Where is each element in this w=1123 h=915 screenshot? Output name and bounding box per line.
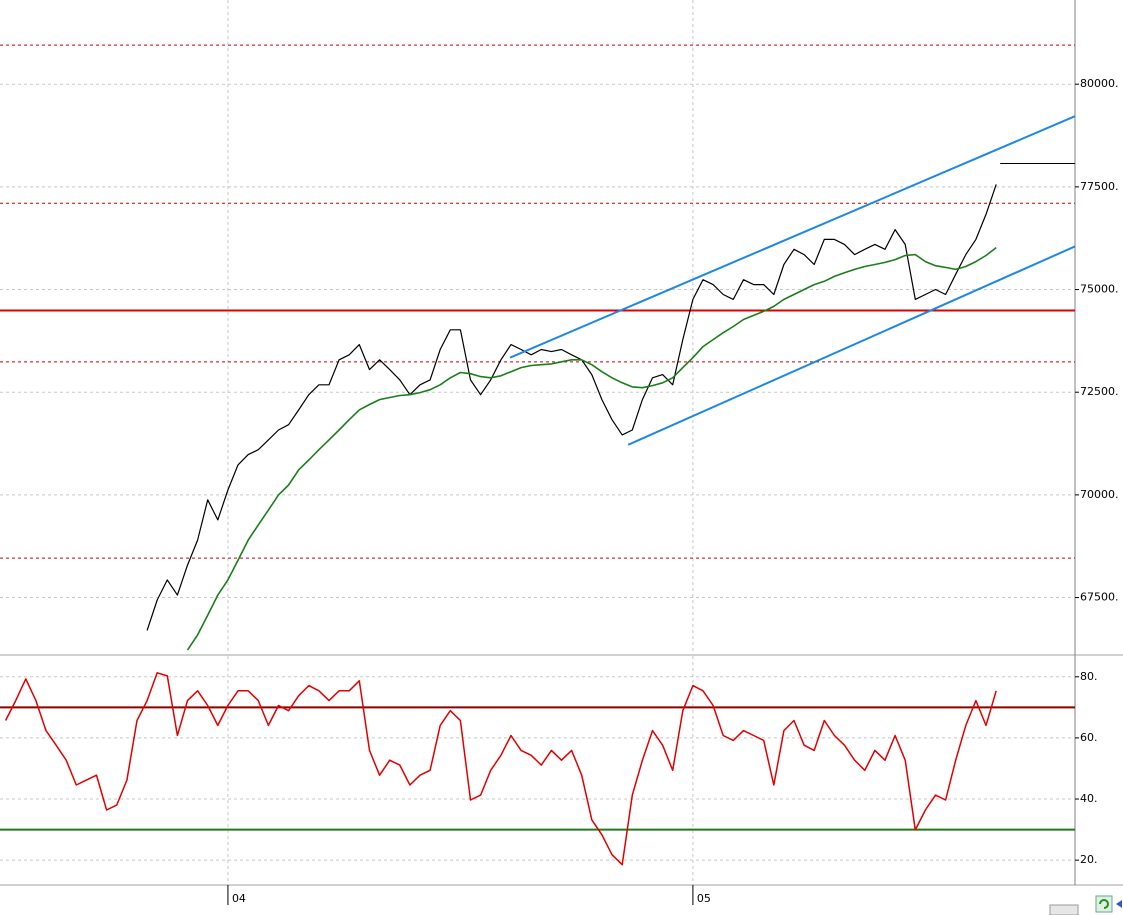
x-tick-label: 05	[697, 892, 711, 905]
y-tick-label: 80.	[1080, 670, 1098, 683]
scroll-button[interactable]	[1049, 904, 1079, 915]
y-tick-label: 80000.	[1080, 77, 1119, 90]
y-tick-label: 77500.	[1080, 180, 1119, 193]
series-line	[4, 672, 997, 866]
series-line	[146, 184, 997, 631]
scroll-arrow[interactable]	[1116, 900, 1122, 908]
y-tick-label: 67500.	[1080, 591, 1119, 604]
y-tick-label: 60.	[1080, 731, 1098, 744]
refresh-arrow	[1099, 899, 1109, 909]
y-tick-label: 75000.	[1080, 283, 1119, 296]
refresh-icon[interactable]	[1095, 895, 1113, 913]
y-tick-label: 40.	[1080, 792, 1098, 805]
trend-line	[509, 115, 1076, 359]
y-tick-label: 70000.	[1080, 488, 1119, 501]
trend-line	[627, 245, 1076, 446]
series-line	[186, 246, 997, 651]
x-tick-label: 04	[232, 892, 246, 905]
y-tick-label: 72500.	[1080, 385, 1119, 398]
y-tick-label: 20.	[1080, 853, 1098, 866]
